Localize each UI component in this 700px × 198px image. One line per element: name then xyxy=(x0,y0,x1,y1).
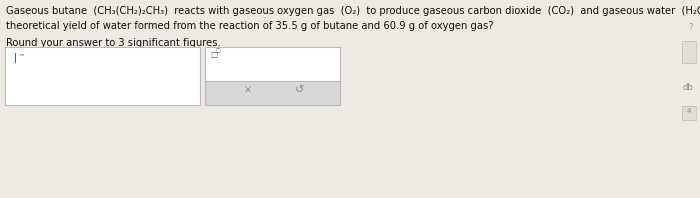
Text: theoretical yield of water formed from the reaction of 35.5 g of butane and 60.9: theoretical yield of water formed from t… xyxy=(6,21,494,31)
FancyBboxPatch shape xyxy=(682,41,696,63)
FancyBboxPatch shape xyxy=(5,47,200,105)
Text: db: db xyxy=(682,83,693,92)
Text: ?: ? xyxy=(689,23,693,32)
FancyBboxPatch shape xyxy=(205,81,340,105)
Text: ǀ: ǀ xyxy=(14,53,17,63)
Text: Round your answer to 3 significant figures.: Round your answer to 3 significant figur… xyxy=(6,38,220,48)
Text: 4: 4 xyxy=(687,108,691,114)
FancyBboxPatch shape xyxy=(682,106,696,120)
Text: Gaseous butane  (CH₃(CH₂)₂CH₃)  reacts with gaseous oxygen gas  (O₂)  to produce: Gaseous butane (CH₃(CH₂)₂CH₃) reacts wit… xyxy=(6,6,700,16)
Text: ₘ: ₘ xyxy=(20,51,24,57)
Text: □: □ xyxy=(210,50,217,59)
FancyBboxPatch shape xyxy=(205,47,340,81)
Text: ×: × xyxy=(244,85,252,95)
Text: □: □ xyxy=(216,48,221,53)
Text: ↺: ↺ xyxy=(295,85,304,95)
